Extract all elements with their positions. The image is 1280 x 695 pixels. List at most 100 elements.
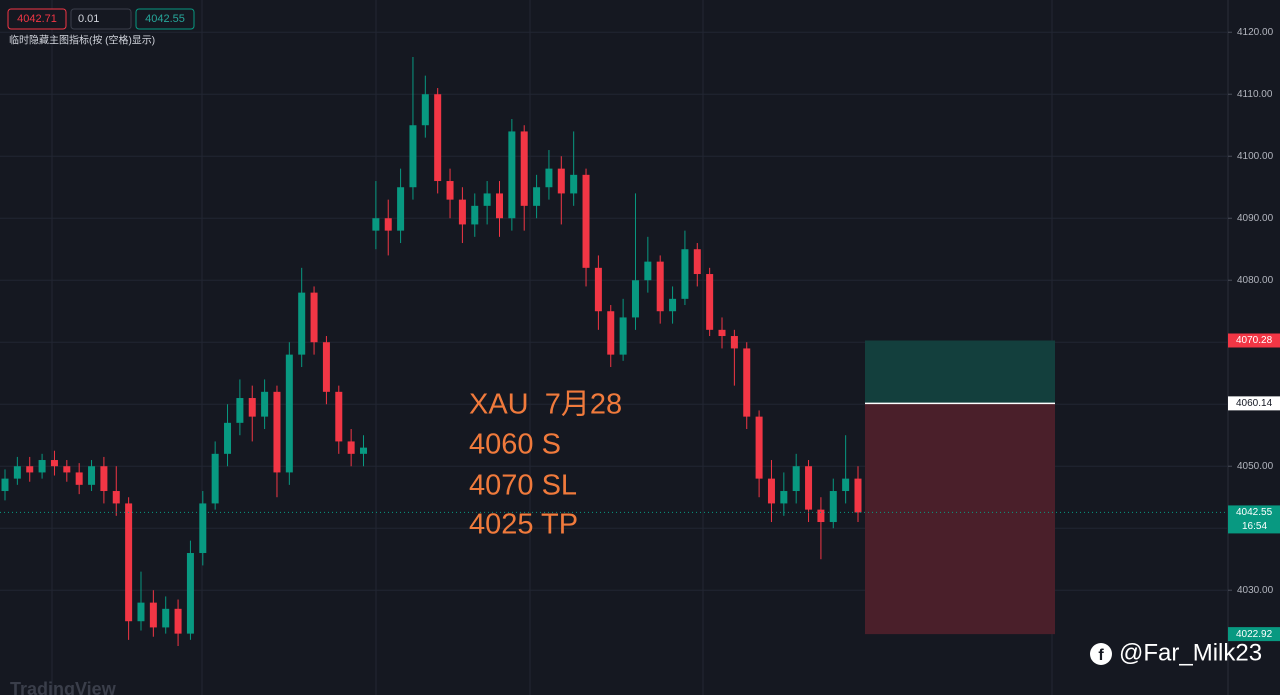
y-tick-label: 4120.00 (1237, 27, 1274, 38)
candle-body (322, 342, 330, 392)
candle-body (384, 218, 392, 231)
candle-body (471, 205, 479, 225)
candle-body (669, 298, 677, 312)
candle-body (38, 460, 46, 473)
candle-body (631, 280, 639, 318)
candle-body (570, 174, 578, 194)
price-tag (1228, 627, 1280, 642)
candle-body (199, 503, 207, 554)
candle-body (681, 249, 689, 299)
candle-body (409, 125, 417, 188)
candle-body (236, 398, 244, 423)
candle-body (360, 447, 368, 454)
price-tag-label: 4042.55 (1236, 507, 1273, 518)
price-tag (1228, 396, 1280, 411)
annotation: XAU 7月28 4060 S 4070 SL 4025 TP (469, 389, 622, 541)
candle-body (755, 416, 763, 479)
candle-body (607, 311, 615, 355)
candle-body (780, 491, 788, 504)
bid: 4042.71 (17, 13, 57, 25)
candle-body (644, 261, 652, 281)
candle-body (854, 478, 862, 513)
candle-body (162, 608, 170, 628)
candle-body (335, 391, 343, 442)
y-tick-label: 4050.00 (1237, 461, 1274, 472)
y-tick-label: 4080.00 (1237, 275, 1274, 286)
candle-body (88, 466, 96, 485)
plot: 4030.004040.004050.004060.004070.004080.… (0, 27, 1280, 647)
candle-body (63, 466, 71, 473)
candle-body (137, 602, 145, 622)
price-tag-label: 4060.14 (1236, 398, 1273, 409)
watermark-text: @Far_Milk23 (1119, 639, 1262, 666)
y-tick-label: 4110.00 (1237, 89, 1273, 100)
y-tick-label: 4100.00 (1237, 151, 1274, 162)
candle-body (829, 491, 837, 523)
candle-body (125, 503, 133, 622)
candle-body (458, 199, 466, 225)
candle-body (557, 168, 565, 194)
candle-body (310, 292, 318, 343)
candle-body (446, 181, 454, 200)
candle-body (743, 348, 751, 417)
candle-body (520, 131, 528, 206)
candle-body (397, 187, 405, 231)
candle-body (224, 422, 232, 454)
price-tag-label: 4022.92 (1236, 629, 1273, 640)
candle-body (211, 453, 219, 504)
candle-body (112, 491, 120, 504)
candle-body (842, 478, 850, 492)
candle-body (149, 602, 157, 628)
ask-box[interactable] (135, 8, 195, 30)
candle-body (372, 218, 380, 231)
annotation-line: 4025 TP (469, 509, 578, 541)
price-tag (1228, 505, 1280, 534)
candle-body (75, 472, 83, 485)
candle-body (495, 193, 503, 219)
price-tag-label: 4070.28 (1236, 335, 1273, 346)
position-zone-bottom (865, 403, 1055, 635)
annotation-line: XAU 7月28 (469, 389, 622, 421)
candle-body (805, 466, 813, 510)
candle-body (13, 466, 21, 479)
candle-body (298, 292, 306, 355)
candle-body (693, 249, 701, 275)
header: 4042.71 0.01 4042.55 临时隐藏主图指标(按 (空格)显示) (7, 8, 195, 47)
candle-body (545, 168, 553, 188)
candle-body (483, 193, 491, 206)
candle-body (421, 94, 429, 126)
candle-body (434, 94, 442, 182)
bid-box[interactable] (7, 8, 67, 30)
candle-body (594, 267, 602, 312)
facebook-glyph: f (1098, 647, 1104, 664)
candle-body (285, 354, 293, 473)
candle-body (174, 608, 182, 634)
candle-body (730, 336, 738, 349)
candle-body (26, 466, 34, 473)
candle-body (706, 274, 714, 330)
candle-body (347, 441, 355, 454)
countdown: 16:54 (1242, 521, 1267, 532)
candle-body (718, 329, 726, 337)
annotation-line: 4070 SL (469, 470, 577, 502)
y-tick-label: 4030.00 (1237, 585, 1274, 596)
y-tick-label: 4090.00 (1237, 213, 1274, 224)
candle-body (261, 391, 269, 417)
brand: TradingView (10, 679, 117, 695)
watermark: f @Far_Milk23 TradingView (10, 639, 1262, 695)
facebook-icon (1090, 643, 1112, 665)
candle-body (50, 460, 58, 467)
candle-body (273, 391, 281, 473)
candle-body (533, 187, 541, 206)
indicator-note: 临时隐藏主图指标(按 (空格)显示) (9, 34, 155, 47)
candle-body (100, 466, 108, 492)
ask: 4042.55 (145, 13, 185, 25)
candle-body (792, 466, 800, 492)
candle-body (817, 509, 825, 523)
lot-box[interactable] (70, 8, 132, 30)
candle-body (1, 478, 9, 492)
candle-body (508, 131, 516, 219)
candle-body (582, 174, 590, 268)
